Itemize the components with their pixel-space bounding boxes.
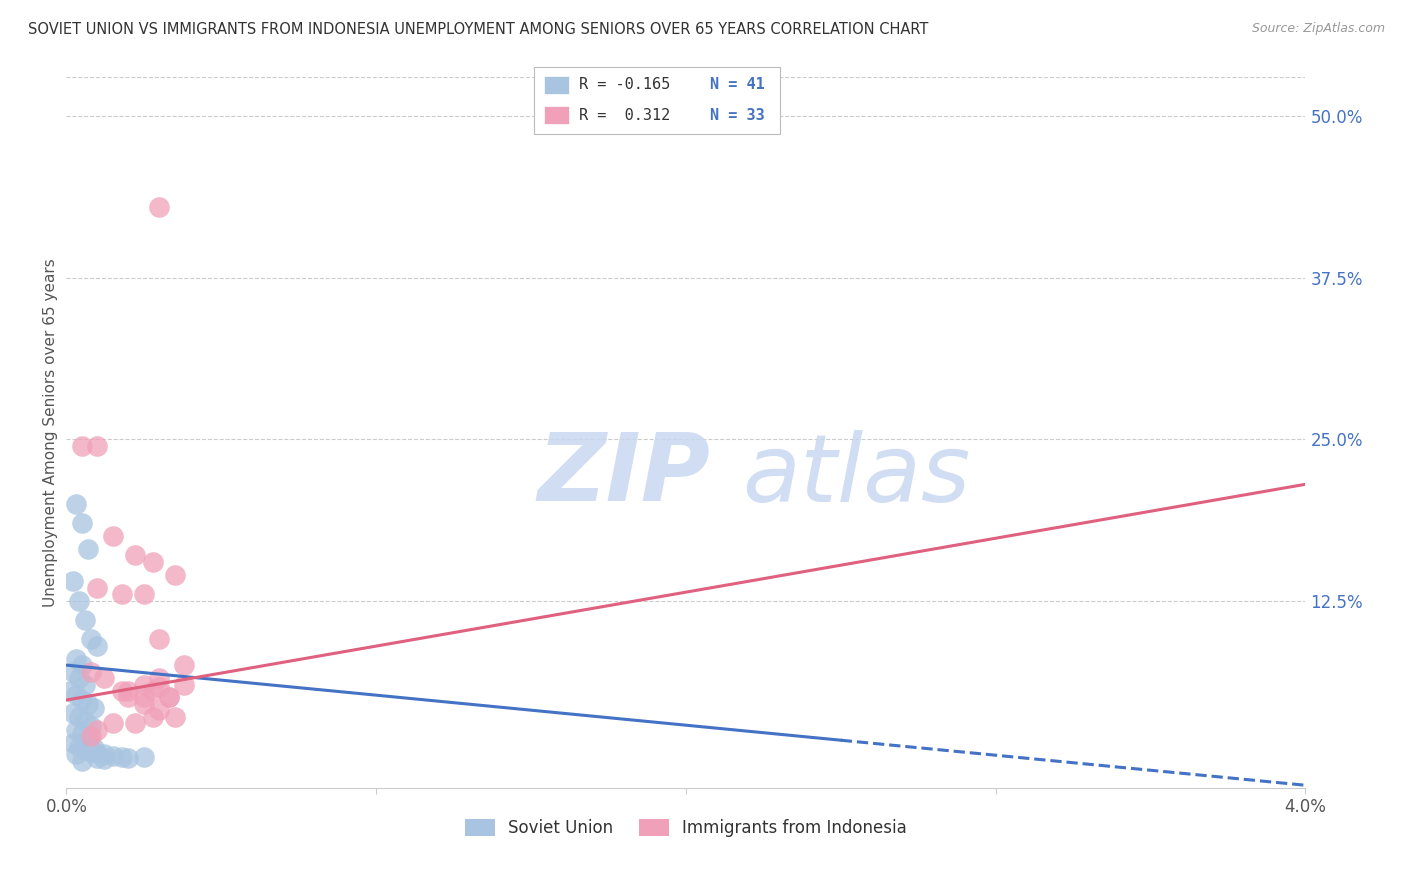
Point (86, 746, 108, 760)
Text: N = 33: N = 33 (710, 108, 765, 122)
Point (86, 723, 108, 737)
Y-axis label: Unemployment Among Seniors over 65 years: Unemployment Among Seniors over 65 years (44, 259, 58, 607)
Point (62, 665, 84, 679)
Point (67, 671, 90, 685)
Point (80, 665, 103, 679)
Point (80, 729, 103, 743)
Point (77, 541, 100, 556)
Point (67, 739, 90, 754)
Point (111, 587, 134, 601)
Point (157, 690, 180, 705)
Point (62, 736, 84, 750)
Point (101, 716, 124, 731)
Point (80, 719, 103, 733)
Point (148, 680, 170, 694)
Point (77, 697, 100, 711)
Point (65, 497, 87, 511)
Point (70, 439, 93, 453)
Point (117, 684, 139, 698)
Point (70, 754, 93, 768)
Point (142, 684, 165, 698)
Point (173, 658, 195, 673)
Point (77, 731, 100, 746)
Point (93, 752, 115, 766)
Point (148, 632, 170, 647)
Text: N = 41: N = 41 (710, 78, 765, 92)
Point (101, 529, 124, 543)
Point (73, 677, 96, 691)
Point (73, 742, 96, 756)
Text: R = -0.165: R = -0.165 (579, 78, 671, 92)
Point (73, 714, 96, 728)
Point (124, 716, 146, 731)
Point (80, 632, 103, 647)
Point (73, 613, 96, 627)
Point (142, 555, 165, 569)
Point (70, 658, 93, 673)
Point (86, 639, 108, 653)
Text: ZIP: ZIP (537, 429, 710, 521)
Point (70, 726, 93, 740)
Point (132, 587, 155, 601)
Text: atlas: atlas (742, 430, 970, 521)
Point (132, 697, 155, 711)
Point (117, 751, 139, 765)
Point (132, 749, 155, 764)
Point (65, 651, 87, 665)
Point (148, 703, 170, 717)
Point (111, 684, 134, 698)
Point (83, 700, 105, 714)
Point (142, 710, 165, 724)
Point (157, 690, 180, 705)
Point (163, 567, 186, 582)
Point (67, 593, 90, 607)
Point (86, 581, 108, 595)
Point (70, 516, 93, 530)
Point (93, 747, 115, 762)
Point (86, 751, 108, 765)
Point (80, 745, 103, 759)
Text: SOVIET UNION VS IMMIGRANTS FROM INDONESIA UNEMPLOYMENT AMONG SENIORS OVER 65 YEA: SOVIET UNION VS IMMIGRANTS FROM INDONESI… (28, 22, 928, 37)
Point (83, 740, 105, 755)
Text: Source: ZipAtlas.com: Source: ZipAtlas.com (1251, 22, 1385, 36)
Point (132, 690, 155, 705)
Point (101, 748, 124, 763)
Point (70, 693, 93, 707)
Point (65, 688, 87, 702)
Point (148, 200, 170, 214)
Point (124, 549, 146, 563)
Point (77, 743, 100, 757)
Legend: Soviet Union, Immigrants from Indonesia: Soviet Union, Immigrants from Indonesia (458, 812, 914, 844)
Point (58, 684, 80, 698)
Point (65, 747, 87, 762)
Point (93, 671, 115, 685)
Point (132, 677, 155, 691)
Point (67, 710, 90, 724)
Point (62, 706, 84, 720)
Point (148, 671, 170, 685)
Point (111, 749, 134, 764)
Point (62, 574, 84, 589)
Point (163, 710, 186, 724)
Text: R =  0.312: R = 0.312 (579, 108, 671, 122)
Point (117, 690, 139, 705)
Point (86, 439, 108, 453)
Point (173, 677, 195, 691)
Point (65, 723, 87, 737)
